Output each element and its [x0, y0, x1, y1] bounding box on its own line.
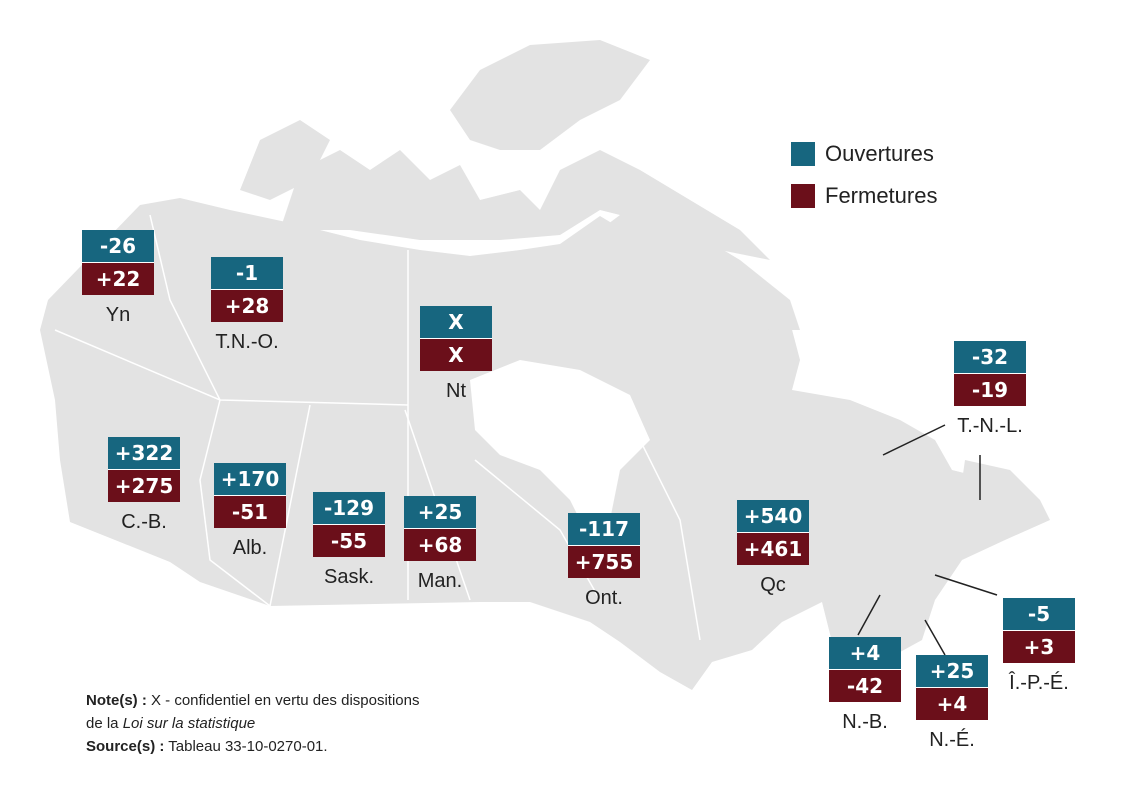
openings-value: +4	[829, 637, 901, 670]
note-text-2: de la	[86, 715, 123, 732]
closures-value: +755	[568, 546, 640, 578]
region-ont: -117 +755 Ont.	[568, 513, 640, 609]
openings-value: -26	[82, 230, 154, 263]
region-tnl: -32 -19 T.-N.-L.	[954, 341, 1026, 437]
region-label: Alb.	[232, 537, 268, 559]
note-label: Note(s) :	[86, 692, 147, 709]
closures-value: -55	[313, 525, 385, 557]
openings-value: +322	[108, 437, 180, 470]
region-label: Sask.	[323, 566, 375, 588]
hudson-bay	[470, 360, 650, 540]
closures-value: +4	[916, 688, 988, 720]
region-nt: X X Nt	[420, 306, 492, 402]
closures-value: X	[420, 339, 492, 371]
closures-value: +22	[82, 263, 154, 295]
closures-value: +3	[1003, 631, 1075, 663]
openings-value: -5	[1003, 598, 1075, 631]
region-sask: -129 -55 Sask.	[313, 492, 385, 588]
closures-value: -51	[214, 496, 286, 528]
openings-value: +25	[404, 496, 476, 529]
region-yn: -26 +22 Yn	[82, 230, 154, 326]
banks-island	[240, 120, 330, 200]
legend-item-closures: Fermetures	[791, 175, 937, 217]
legend-item-openings: Ouvertures	[791, 133, 937, 175]
region-cb: +322 +275 C.-B.	[108, 437, 180, 533]
openings-value: +170	[214, 463, 286, 496]
region-label: Nt	[446, 380, 466, 402]
provincial-borders	[54, 214, 701, 641]
region-ipe: -5 +3 Î.-P.-É.	[1003, 598, 1075, 694]
source-label: Source(s) :	[86, 738, 165, 755]
region-label: Man.	[417, 570, 463, 592]
region-label: T.-N.-L.	[957, 415, 1023, 437]
region-label: C.-B.	[121, 511, 167, 533]
region-man: +25 +68 Man.	[404, 496, 476, 592]
ellesmere-island	[450, 40, 650, 150]
region-label: Qc	[760, 574, 786, 596]
baffin-island	[600, 200, 800, 330]
region-label: N.-É.	[929, 729, 975, 751]
openings-value: -129	[313, 492, 385, 525]
openings-value: -32	[954, 341, 1026, 374]
closures-value: +275	[108, 470, 180, 502]
region-nb: +4 -42 N.-B.	[829, 637, 901, 733]
region-label: Ont.	[585, 587, 623, 609]
legend-openings-label: Ouvertures	[825, 141, 934, 166]
openings-value: -117	[568, 513, 640, 546]
region-ne: +25 +4 N.-É.	[916, 655, 988, 751]
arctic-islands	[280, 150, 770, 260]
closures-value: -19	[954, 374, 1026, 406]
region-label: Yn	[105, 304, 131, 326]
openings-value: -1	[211, 257, 283, 290]
openings-value: +25	[916, 655, 988, 688]
region-alb: +170 -51 Alb.	[214, 463, 286, 559]
notes: Note(s) : X - confidentiel en vertu des …	[86, 689, 419, 758]
region-tno: -1 +28 T.N.-O.	[211, 257, 283, 353]
note-italic: Loi sur la statistique	[122, 715, 256, 732]
openings-swatch	[791, 142, 815, 166]
region-qc: +540 +461 Qc	[737, 500, 809, 596]
openings-value: +540	[737, 500, 809, 533]
region-label: T.N.-O.	[215, 331, 279, 353]
legend-closures-label: Fermetures	[825, 183, 938, 208]
region-label: N.-B.	[842, 711, 888, 733]
source-text: Tableau 33-10-0270-01.	[164, 738, 328, 755]
closures-value: +68	[404, 529, 476, 561]
legend: Ouvertures Fermetures	[791, 133, 937, 217]
leader-lines	[857, 424, 998, 656]
closures-swatch	[791, 184, 815, 208]
closures-value: +28	[211, 290, 283, 322]
closures-value: -42	[829, 670, 901, 702]
openings-value: X	[420, 306, 492, 339]
note-text: X - confidentiel en vertu des dispositio…	[146, 692, 420, 709]
region-label: Î.-P.-É.	[1009, 672, 1069, 694]
closures-value: +461	[737, 533, 809, 565]
